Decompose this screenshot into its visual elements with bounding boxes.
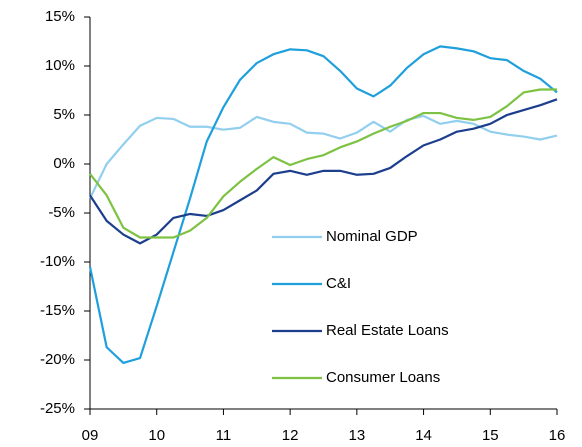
x-tick-label: 10 [148,427,165,444]
y-tick-label: 5% [53,106,75,123]
series-line [89,88,557,239]
y-tick-label: 10% [45,57,75,74]
y-tick-label: -15% [40,302,75,319]
series-line [89,114,558,199]
legend-label: C&I [326,275,351,292]
y-tick-label: 0% [53,155,75,172]
x-tick-label: 12 [282,427,299,444]
series-line [88,45,558,365]
y-tick-label: -5% [48,204,75,221]
x-tick-label: 11 [216,427,232,444]
y-tick-label: -20% [40,351,75,368]
y-tick-label: -25% [40,400,75,417]
x-tick-label: 09 [82,427,99,444]
y-tick-label: -10% [40,253,75,270]
x-tick-label: 13 [349,427,366,444]
legend-label: Consumer Loans [326,369,440,386]
y-tick-label: 15% [45,8,75,25]
legend-label: Nominal GDP [326,228,418,245]
x-tick-label: 14 [415,427,432,444]
legend-label: Real Estate Loans [326,322,449,339]
series-line [89,98,558,245]
x-tick-label: 15 [482,427,499,444]
x-tick-label: 16 [549,427,566,444]
